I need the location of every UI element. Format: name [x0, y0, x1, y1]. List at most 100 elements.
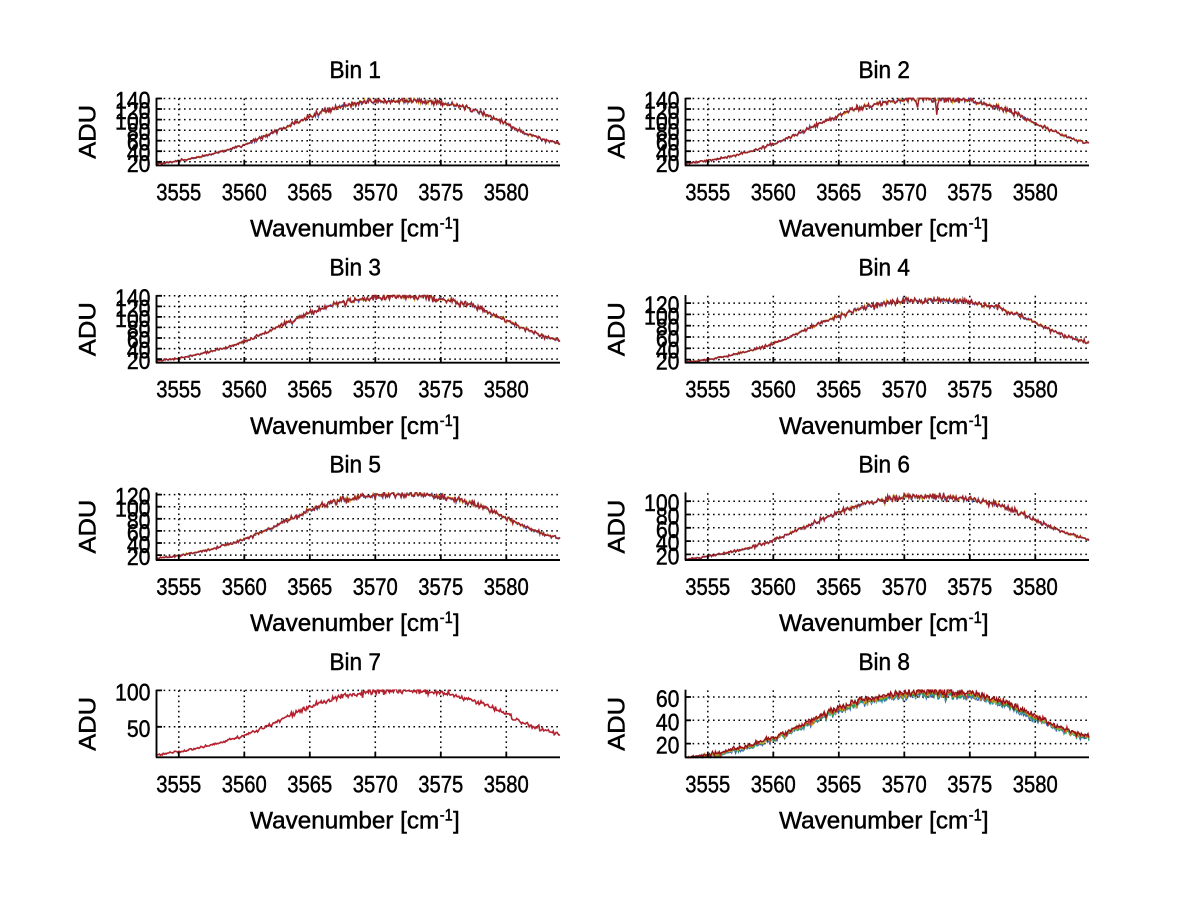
svg-text:40: 40 — [127, 533, 151, 559]
svg-text:]: ] — [982, 414, 989, 440]
svg-text:ADU: ADU — [76, 697, 102, 751]
svg-text:3555: 3555 — [685, 772, 730, 798]
svg-text:-1: -1 — [969, 412, 982, 430]
svg-text:-1: -1 — [440, 609, 453, 627]
svg-text:60: 60 — [656, 518, 680, 544]
svg-text:Bin 2: Bin 2 — [858, 58, 910, 84]
svg-text:Wavenumber [cm: Wavenumber [cm — [250, 809, 439, 835]
svg-text:3560: 3560 — [222, 378, 267, 404]
svg-text:140: 140 — [115, 286, 151, 312]
svg-text:100: 100 — [115, 307, 151, 333]
svg-text:3580: 3580 — [484, 772, 529, 798]
svg-text:40: 40 — [656, 531, 680, 557]
svg-text:ADU: ADU — [605, 105, 631, 159]
svg-text:Bin 5: Bin 5 — [329, 453, 381, 479]
svg-text:-1: -1 — [969, 609, 982, 627]
svg-text:20: 20 — [127, 545, 151, 571]
svg-text:20: 20 — [656, 544, 680, 570]
svg-text:]: ] — [453, 809, 460, 835]
svg-text:]: ] — [982, 611, 989, 637]
svg-text:3560: 3560 — [222, 180, 267, 206]
svg-text:3570: 3570 — [353, 378, 398, 404]
svg-text:-1: -1 — [440, 215, 453, 233]
svg-text:3570: 3570 — [353, 180, 398, 206]
svg-text:50: 50 — [127, 717, 151, 743]
svg-text:3565: 3565 — [816, 575, 861, 601]
svg-text:Wavenumber [cm: Wavenumber [cm — [779, 809, 968, 835]
svg-text:3580: 3580 — [484, 180, 529, 206]
svg-text:80: 80 — [656, 120, 680, 146]
svg-text:ADU: ADU — [605, 500, 631, 554]
svg-text:3580: 3580 — [484, 575, 529, 601]
svg-text:]: ] — [982, 809, 989, 835]
svg-text:140: 140 — [644, 89, 680, 115]
svg-text:Wavenumber [cm: Wavenumber [cm — [779, 611, 968, 637]
svg-text:-1: -1 — [440, 412, 453, 430]
svg-text:3560: 3560 — [222, 772, 267, 798]
svg-text:3560: 3560 — [751, 180, 796, 206]
svg-text:Bin 1: Bin 1 — [329, 58, 381, 84]
svg-text:3565: 3565 — [287, 772, 332, 798]
svg-text:40: 40 — [656, 141, 680, 167]
svg-text:60: 60 — [127, 131, 151, 157]
svg-text:Wavenumber [cm: Wavenumber [cm — [779, 217, 968, 243]
svg-text:60: 60 — [656, 687, 680, 713]
svg-text:3580: 3580 — [1013, 772, 1058, 798]
svg-text:20: 20 — [127, 152, 151, 178]
svg-text:3575: 3575 — [418, 772, 463, 798]
svg-text:3580: 3580 — [1013, 575, 1058, 601]
svg-text:]: ] — [453, 217, 460, 243]
svg-text:3560: 3560 — [751, 378, 796, 404]
svg-text:100: 100 — [644, 110, 680, 136]
svg-text:3580: 3580 — [484, 378, 529, 404]
svg-text:100: 100 — [115, 497, 151, 523]
svg-text:3570: 3570 — [882, 378, 927, 404]
svg-text:20: 20 — [656, 734, 680, 760]
svg-text:3555: 3555 — [685, 378, 730, 404]
svg-text:20: 20 — [127, 349, 151, 375]
svg-text:40: 40 — [656, 710, 680, 736]
svg-text:3565: 3565 — [816, 180, 861, 206]
svg-text:60: 60 — [127, 521, 151, 547]
svg-text:3575: 3575 — [418, 575, 463, 601]
svg-text:3575: 3575 — [947, 180, 992, 206]
svg-text:Wavenumber [cm: Wavenumber [cm — [779, 414, 968, 440]
svg-text:3565: 3565 — [287, 378, 332, 404]
svg-text:3565: 3565 — [816, 378, 861, 404]
svg-text:80: 80 — [127, 509, 151, 535]
svg-text:Bin 6: Bin 6 — [858, 453, 910, 479]
svg-text:3560: 3560 — [751, 575, 796, 601]
svg-text:120: 120 — [115, 485, 151, 511]
svg-text:20: 20 — [656, 350, 680, 376]
svg-text:140: 140 — [115, 89, 151, 115]
svg-text:100: 100 — [115, 110, 151, 136]
svg-text:100: 100 — [115, 680, 151, 706]
svg-text:ADU: ADU — [76, 105, 102, 159]
svg-text:3555: 3555 — [685, 180, 730, 206]
svg-text:]: ] — [453, 611, 460, 637]
svg-text:3570: 3570 — [882, 772, 927, 798]
svg-text:20: 20 — [656, 152, 680, 178]
svg-text:3575: 3575 — [418, 378, 463, 404]
svg-text:120: 120 — [644, 293, 680, 319]
svg-text:]: ] — [982, 217, 989, 243]
svg-text:60: 60 — [656, 131, 680, 157]
svg-text:ADU: ADU — [76, 302, 102, 356]
svg-text:3565: 3565 — [816, 772, 861, 798]
svg-text:3570: 3570 — [353, 575, 398, 601]
svg-text:100: 100 — [644, 491, 680, 517]
svg-text:3560: 3560 — [751, 772, 796, 798]
svg-text:100: 100 — [644, 304, 680, 330]
svg-text:3555: 3555 — [685, 575, 730, 601]
svg-text:40: 40 — [127, 339, 151, 365]
svg-text:Bin 8: Bin 8 — [858, 650, 910, 676]
svg-text:80: 80 — [127, 120, 151, 146]
svg-text:]: ] — [453, 414, 460, 440]
svg-text:120: 120 — [115, 99, 151, 125]
svg-text:80: 80 — [656, 316, 680, 342]
svg-text:Wavenumber [cm: Wavenumber [cm — [250, 611, 439, 637]
svg-text:ADU: ADU — [76, 500, 102, 554]
svg-text:3560: 3560 — [222, 575, 267, 601]
svg-text:3575: 3575 — [947, 772, 992, 798]
svg-text:3570: 3570 — [353, 772, 398, 798]
